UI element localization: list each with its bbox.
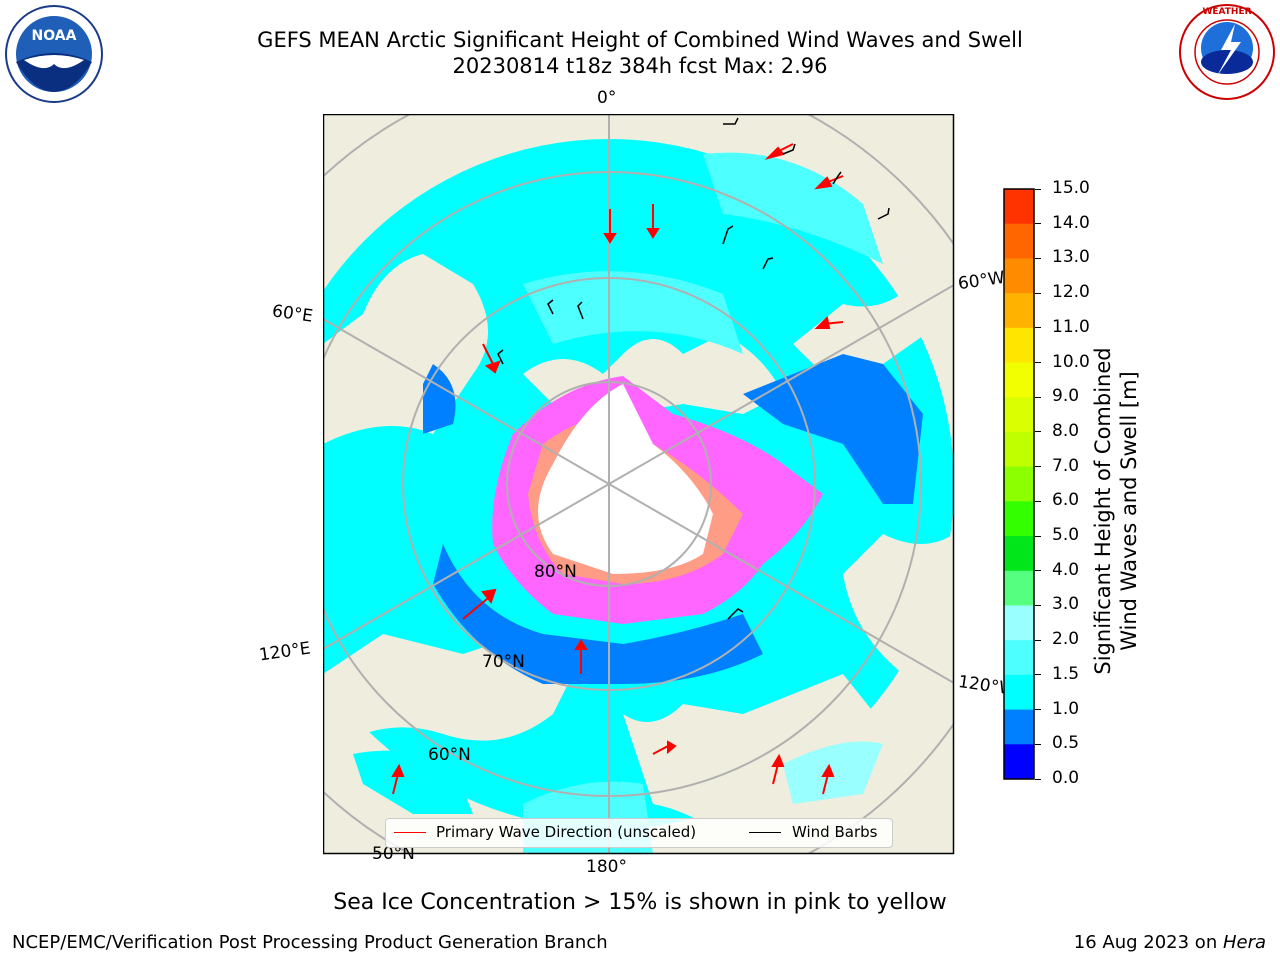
colorbar-tick-label: 13.0	[1052, 247, 1090, 268]
chart-title-line1: GEFS MEAN Arctic Significant Height of C…	[257, 28, 1023, 52]
colorbar-tick-label: 0.0	[1052, 768, 1080, 788]
colorbar-tick-mark	[1035, 188, 1041, 190]
colorbar-swatch	[1004, 605, 1034, 641]
colorbar-swatch	[1004, 258, 1034, 294]
colorbar-swatch	[1004, 744, 1034, 780]
colorbar-swatch	[1004, 709, 1034, 745]
colorbar-tick-mark	[1035, 535, 1041, 537]
colorbar-tick-label: 1.0	[1052, 698, 1080, 719]
colorbar-swatch	[1004, 189, 1034, 225]
noaa-logo: NOAA	[4, 4, 104, 108]
lon-label-60e: 60°E	[270, 301, 315, 327]
colorbar-tick-mark	[1035, 257, 1041, 259]
colorbar-tick-label: 2.0	[1052, 629, 1080, 650]
colorbar-tick-label: 8.0	[1052, 420, 1080, 441]
map-legend: Primary Wave Direction (unscaled) Wind B…	[385, 818, 893, 848]
colorbar-label-line1: Significant Height of Combined	[1091, 347, 1115, 675]
colorbar-tick-mark	[1035, 223, 1041, 225]
colorbar-swatch	[1004, 223, 1034, 259]
lat-label-70n: 70°N	[482, 652, 525, 672]
colorbar-tick-mark	[1035, 743, 1041, 745]
colorbar-swatch	[1004, 362, 1034, 398]
lon-label-60w: 60°W	[956, 267, 1007, 295]
colorbar-tick-mark	[1035, 709, 1041, 711]
colorbar-tick-mark	[1035, 639, 1041, 641]
colorbar-tick-label: 0.5	[1052, 733, 1080, 754]
map-frame	[322, 113, 955, 855]
colorbar-tick-mark	[1035, 674, 1041, 676]
nws-logo: WEATHER	[1177, 2, 1277, 106]
colorbar-tick-label: 9.0	[1052, 386, 1080, 407]
colorbar-tick-mark	[1035, 570, 1041, 572]
colorbar-tick-mark	[1035, 292, 1041, 294]
colorbar-label-line2: Wind Waves and Swell [m]	[1117, 371, 1141, 651]
colorbar-tick-label: 5.0	[1052, 525, 1080, 546]
colorbar-swatch	[1004, 640, 1034, 676]
footer-host: Hera	[1222, 932, 1266, 953]
colorbar-tick-mark	[1035, 362, 1041, 364]
graticule	[323, 114, 954, 854]
colorbar-tick-mark	[1035, 466, 1041, 468]
footer-date: 16 Aug 2023 on Hera	[1074, 932, 1266, 953]
colorbar-label: Significant Height of Combined Wind Wave…	[1090, 311, 1142, 711]
colorbar-tick-mark	[1035, 431, 1041, 433]
polar-no-data	[538, 384, 713, 574]
lat-label-80n: 80°N	[534, 562, 577, 582]
lat-label-50n: 50°N	[372, 844, 415, 864]
colorbar-swatch	[1004, 431, 1034, 468]
colorbar-swatch	[1004, 397, 1034, 433]
footer-date-text: 16 Aug 2023 on	[1073, 932, 1223, 953]
colorbar-frame	[1003, 188, 1035, 780]
polar-map	[322, 113, 955, 859]
noaa-logo-text: NOAA	[32, 28, 77, 44]
colorbar-tick-label: 11.0	[1052, 316, 1090, 337]
wind-barbs	[497, 117, 890, 620]
colorbar-tick-label: 10.0	[1052, 351, 1090, 372]
colorbar	[1003, 188, 1043, 786]
colorbar-swatch	[1004, 293, 1034, 329]
colorbar-tick-label: 4.0	[1052, 559, 1080, 580]
lon-label-0: 0°	[597, 88, 617, 108]
colorbar-tick-mark	[1035, 604, 1041, 606]
colorbar-swatch	[1004, 466, 1034, 502]
wave-direction-arrows	[391, 143, 844, 795]
colorbar-swatches	[1003, 188, 1035, 780]
lon-label-180: 180°	[586, 857, 627, 877]
lon-label-120e: 120°E	[257, 638, 312, 666]
chart-title-line2: 20230814 t18z 384h fcst Max: 2.96	[452, 54, 828, 78]
wave-field-blue	[433, 544, 763, 684]
colorbar-tick-label: 6.0	[1052, 490, 1080, 511]
wave-direction-legend-label: Primary Wave Direction (unscaled)	[436, 823, 697, 841]
wind-barbs-legend-line	[749, 832, 781, 833]
wave-direction-legend-line	[394, 832, 426, 833]
wind-barbs-legend-label: Wind Barbs	[792, 823, 878, 841]
colorbar-tick-mark	[1035, 500, 1041, 502]
sea-ice-note: Sea Ice Concentration > 15% is shown in …	[333, 890, 947, 915]
colorbar-tick-label: 14.0	[1052, 212, 1090, 233]
colorbar-tick-mark	[1035, 327, 1041, 329]
colorbar-swatch	[1004, 501, 1034, 537]
colorbar-swatch	[1004, 327, 1034, 364]
land-greenland-region	[793, 234, 954, 374]
land-north-america	[843, 534, 954, 694]
colorbar-tick-mark	[1035, 396, 1041, 398]
colorbar-swatch	[1004, 536, 1034, 572]
colorbar-tick-label: 7.0	[1052, 455, 1080, 476]
lat-label-60n: 60°N	[428, 745, 471, 765]
colorbar-swatch	[1004, 674, 1034, 711]
colorbar-tick-label: 15.0	[1052, 178, 1090, 198]
footer-producer: NCEP/EMC/Verification Post Processing Pr…	[12, 932, 608, 953]
svg-text:WEATHER: WEATHER	[1202, 7, 1251, 17]
colorbar-swatch	[1004, 570, 1034, 606]
colorbar-tick-label: 3.0	[1052, 594, 1080, 615]
colorbar-tick-mark	[1035, 778, 1041, 780]
colorbar-tick-label: 1.5	[1052, 663, 1080, 684]
colorbar-tick-label: 12.0	[1052, 282, 1090, 303]
